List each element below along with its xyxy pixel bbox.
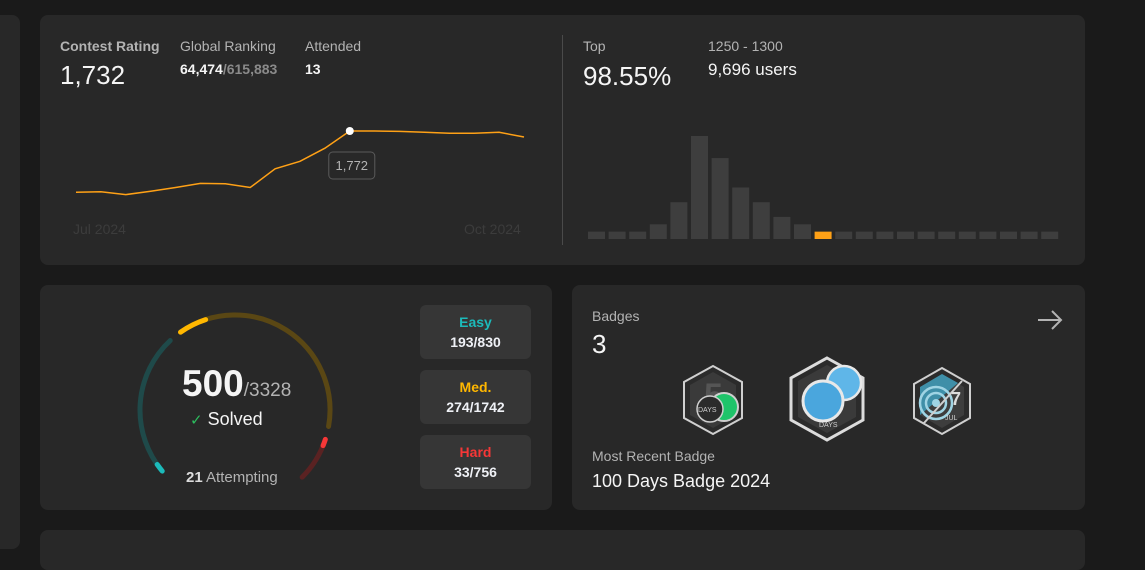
most-recent-badge-name: 100 Days Badge 2024 xyxy=(592,471,771,491)
histogram-bar[interactable] xyxy=(835,231,853,239)
medium-track-arc xyxy=(178,312,333,429)
histogram-bar[interactable] xyxy=(979,231,997,239)
histogram-bar[interactable] xyxy=(629,231,647,239)
histogram-bar[interactable] xyxy=(794,224,811,239)
medium-stat-box[interactable]: Med. 274/1742 xyxy=(420,370,531,424)
easy-progress-arc xyxy=(154,461,165,474)
most-recent-badge-label: Most Recent Badge xyxy=(592,448,715,464)
global-ranking-value: 64,474/615,883 xyxy=(180,61,277,77)
attempting-row: 21 Attempting xyxy=(186,469,278,486)
attended-label: Attended xyxy=(305,38,362,54)
easy-label: Easy xyxy=(459,314,492,330)
easy-track-arc xyxy=(137,338,173,474)
easy-value: 193/830 xyxy=(450,334,501,350)
badge-3-day: 7 xyxy=(951,389,961,409)
histogram-bar[interactable] xyxy=(732,187,750,240)
solved-total: /3328 xyxy=(243,380,292,401)
arrow-right-icon[interactable] xyxy=(1035,305,1065,342)
attempting-label: Attempting xyxy=(206,469,278,486)
hard-value: 33/756 xyxy=(454,464,497,480)
tooltip-box xyxy=(328,151,376,180)
histogram-bar[interactable] xyxy=(670,202,688,239)
histogram-bar[interactable] xyxy=(711,158,729,239)
50-days-badge-icon[interactable]: 5 DAYS xyxy=(680,363,746,437)
card-divider xyxy=(562,35,563,245)
attempting-count: 21 xyxy=(186,469,203,486)
attended-value: 13 xyxy=(305,61,321,77)
global-total: /615,883 xyxy=(222,61,278,77)
histogram-bar[interactable] xyxy=(876,231,894,239)
rating-highlight-point[interactable] xyxy=(345,127,354,135)
histogram-bar[interactable] xyxy=(938,231,956,239)
rating-range-users: 9,696 users xyxy=(708,60,797,79)
solved-label-row: ✓ Solved xyxy=(190,409,263,430)
medium-label: Med. xyxy=(459,379,492,395)
rating-tooltip: 1,772 xyxy=(328,151,376,180)
solved-count-line: 500/3328 xyxy=(182,363,291,405)
easy-stat-box[interactable]: Easy 193/830 xyxy=(420,305,531,359)
histogram-bar[interactable] xyxy=(1041,231,1059,239)
badges-label: Badges xyxy=(592,308,640,324)
histogram-bar[interactable] xyxy=(691,136,708,239)
badge-2-text: DAYS xyxy=(819,422,838,429)
solved-progress-ring xyxy=(137,312,333,480)
histogram-bar[interactable] xyxy=(773,216,791,239)
histogram-bar[interactable] xyxy=(917,231,935,239)
histogram-bar[interactable] xyxy=(608,231,626,239)
histogram-bar[interactable] xyxy=(897,231,914,239)
solved-label: Solved xyxy=(207,409,263,429)
check-icon: ✓ xyxy=(190,412,203,429)
rating-series-line xyxy=(75,130,525,196)
medium-value: 274/1742 xyxy=(446,399,505,415)
global-ranking-label: Global Ranking xyxy=(180,38,276,54)
badges-count: 3 xyxy=(592,329,607,359)
100-days-badge-icon[interactable]: DAYS xyxy=(787,355,867,443)
top-label: Top xyxy=(583,38,606,54)
hard-label: Hard xyxy=(459,444,492,460)
x-tick-start: Jul 2024 xyxy=(73,221,126,237)
tooltip-value: 1,772 xyxy=(336,158,369,173)
histogram-bar[interactable] xyxy=(1000,231,1017,239)
x-tick-end: Oct 2024 xyxy=(464,221,521,237)
contest-rating-value: 1,732 xyxy=(60,60,126,90)
histogram-bar[interactable] xyxy=(1020,231,1038,239)
badge-1-text: DAYS xyxy=(698,407,717,414)
hard-progress-arc xyxy=(320,436,328,449)
global-rank: 64,474 xyxy=(180,61,223,77)
badges-card: Badges 3 5 DAYS DAYS 7 JUL Most Recent B… xyxy=(572,285,1085,510)
histogram-bar-current[interactable] xyxy=(814,231,832,239)
july-badge-icon[interactable]: 7 JUL xyxy=(910,365,974,437)
badge-3-month: JUL xyxy=(945,415,958,422)
top-percent-value: 98.55% xyxy=(583,61,672,91)
contest-rating-label: Contest Rating xyxy=(60,38,160,54)
histogram-bar[interactable] xyxy=(649,224,667,239)
solved-problems-card: 500/3328 ✓ Solved 21 Attempting Easy 193… xyxy=(40,285,552,510)
histogram-bar[interactable] xyxy=(855,231,873,239)
solved-count: 500 xyxy=(182,363,244,404)
histogram-bar[interactable] xyxy=(752,202,770,239)
rating-distribution-chart[interactable] xyxy=(580,115,1070,245)
histogram-bar[interactable] xyxy=(588,231,605,239)
hard-stat-box[interactable]: Hard 33/756 xyxy=(420,435,531,489)
medium-progress-arc xyxy=(178,317,209,335)
rating-range-label: 1250 - 1300 xyxy=(708,38,783,54)
next-section-card xyxy=(40,530,1085,570)
contest-rating-card: Contest Rating 1,732 Global Ranking 64,4… xyxy=(40,15,1085,265)
histogram-bar[interactable] xyxy=(958,231,976,239)
rating-line-chart[interactable]: Jul 2024 Oct 2024 1,772 xyxy=(40,15,560,265)
left-sidebar-panel xyxy=(0,15,20,549)
